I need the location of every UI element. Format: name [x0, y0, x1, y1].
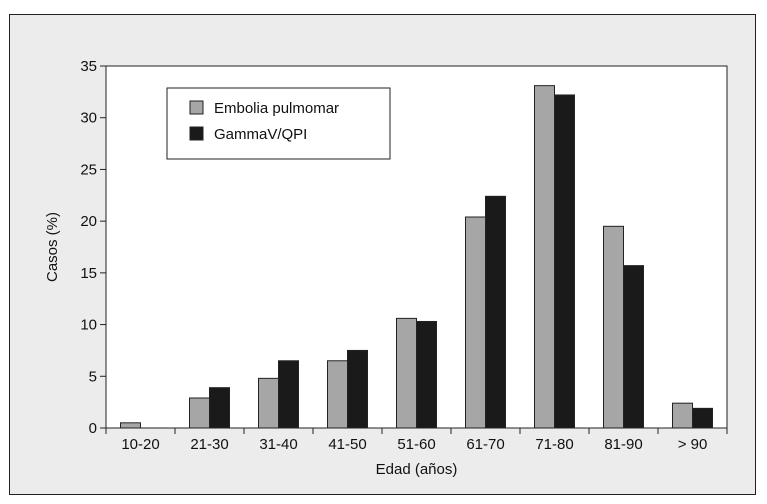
legend-swatch-gammav [189, 126, 204, 141]
x-tick-label: 81-90 [604, 436, 642, 453]
x-axis-title: Edad (años) [376, 461, 458, 478]
bar-embolia-8 [672, 402, 693, 429]
x-tick-label: 41-50 [328, 436, 366, 453]
bar-embolia-7 [603, 225, 624, 429]
bar-gammav-8 [692, 407, 713, 429]
bar-gammav-7 [623, 265, 644, 429]
x-tick-label: 31-40 [259, 436, 297, 453]
legend-box [166, 87, 391, 160]
legend-label-embolia: Embolia pulmomar [214, 100, 339, 117]
y-tick-label: 25 [80, 161, 97, 178]
y-axis-title: Casos (%) [44, 212, 61, 282]
bar-gammav-3 [347, 349, 368, 429]
x-tick-label: 71-80 [535, 436, 573, 453]
bar-embolia-1 [189, 397, 210, 429]
y-tick-label: 0 [89, 420, 97, 437]
x-tick-label: 51-60 [397, 436, 435, 453]
bar-embolia-3 [327, 360, 348, 429]
bar-embolia-4 [396, 317, 417, 429]
x-tick-label: 61-70 [466, 436, 504, 453]
y-tick-label: 10 [80, 317, 97, 334]
bar-gammav-1 [209, 387, 230, 429]
bar-embolia-2 [258, 377, 279, 429]
bars [120, 85, 713, 429]
y-tick-label: 5 [89, 368, 97, 385]
bar-embolia-5 [465, 216, 486, 429]
y-tick-label: 30 [80, 110, 97, 127]
y-tick-label: 20 [80, 213, 97, 230]
y-tick-label: 15 [80, 265, 97, 282]
x-axis: 10-20 21-30 31-40 41-50 51-60 61-70 71-80 81-90… [105, 428, 728, 453]
legend-label-gammav: GammaV/QPI [214, 126, 307, 143]
x-tick-label: 21-30 [190, 436, 228, 453]
bar-embolia-0 [120, 422, 141, 429]
y-tick-label: 35 [80, 58, 97, 75]
bar-gammav-6 [554, 94, 575, 429]
y-axis: 0 5 10 15 20 25 30 35 [80, 58, 106, 437]
legend-swatch-embolia [189, 100, 204, 115]
bar-gammav-4 [416, 320, 437, 429]
bar-embolia-6 [534, 85, 555, 429]
bar-gammav-2 [278, 360, 299, 429]
bar-gammav-5 [485, 195, 506, 429]
x-tick-label: 10-20 [121, 436, 159, 453]
x-tick-label: > 90 [678, 436, 708, 453]
legend: Embolia pulmomar GammaV/QPI [166, 87, 391, 160]
